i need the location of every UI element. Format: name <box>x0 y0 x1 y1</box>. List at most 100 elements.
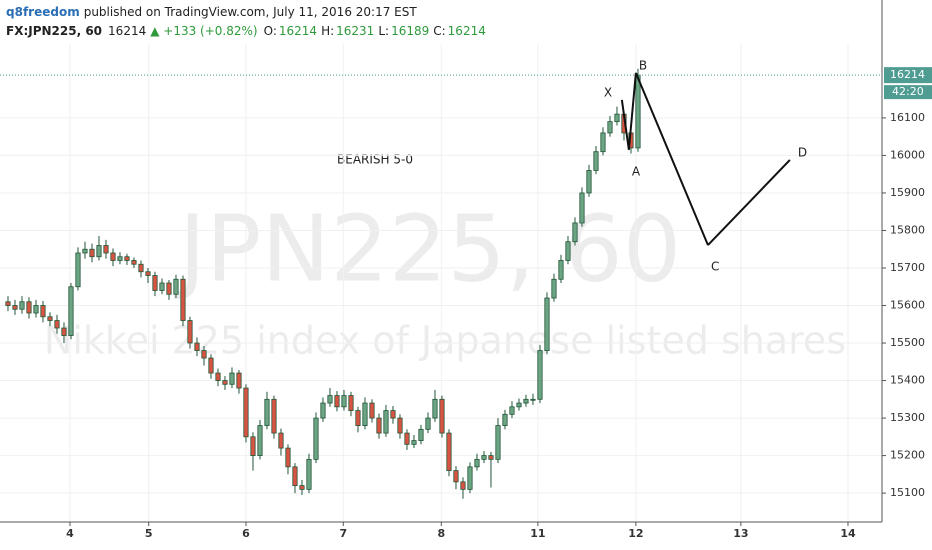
candle-body <box>180 278 186 321</box>
candle-body <box>341 395 347 408</box>
pattern-leg <box>707 159 791 246</box>
y-tick-label: 15700 <box>890 261 925 274</box>
candle-body <box>439 398 445 434</box>
candle-body <box>292 466 298 487</box>
candle-body <box>250 436 256 456</box>
candle-body <box>82 248 88 254</box>
candle-body <box>313 417 319 460</box>
last-price-label: 16214 <box>890 68 925 81</box>
published: published on TradingView.com, July 11, 2… <box>84 5 418 19</box>
candle-body <box>327 395 333 404</box>
candle-body <box>404 432 410 445</box>
pattern-label: C <box>711 260 719 274</box>
y-tick-label: 15100 <box>890 486 925 499</box>
pattern-label: D <box>798 145 807 159</box>
candle-body <box>369 402 375 419</box>
pattern-leg <box>627 72 637 150</box>
candle-body <box>355 410 361 426</box>
candle-body <box>103 245 109 254</box>
candle-body <box>418 428 424 441</box>
candle-body <box>194 342 200 351</box>
candle-body <box>173 278 179 295</box>
candle-body <box>257 425 263 456</box>
candle-body <box>502 413 508 426</box>
y-tick-label: 15200 <box>890 449 925 462</box>
candle-body <box>243 387 249 438</box>
y-tick-label: 15400 <box>890 374 925 387</box>
x-tick-label: 13 <box>733 527 748 540</box>
x-tick-label: 4 <box>66 527 74 540</box>
candle-body <box>607 121 613 134</box>
candle-body <box>614 113 620 123</box>
o-label: O: <box>264 24 277 38</box>
candle-body <box>537 350 543 400</box>
y-tick-label: 15600 <box>890 299 925 312</box>
candle-body <box>586 170 592 194</box>
candle-body <box>593 151 599 171</box>
candle-body <box>411 440 417 445</box>
candle-body <box>516 402 522 408</box>
candle-body <box>348 395 354 411</box>
candle-body <box>110 252 116 261</box>
candle-body <box>215 372 221 381</box>
candle-body <box>551 278 557 299</box>
candle-body <box>75 252 81 288</box>
x-tick-label: 12 <box>628 527 643 540</box>
candle-body <box>5 301 11 306</box>
annotation: BEARISH 5-0 <box>337 153 413 167</box>
candle-body <box>460 481 466 490</box>
candle-body <box>145 271 151 276</box>
watermark-description: Nikkei 225 index of Japanese listed shar… <box>44 319 846 363</box>
candle-body <box>152 275 158 291</box>
candle-body <box>495 425 501 460</box>
candle-body <box>383 410 389 434</box>
candle-body <box>166 282 172 295</box>
candle-body <box>89 248 95 258</box>
header-line-2: FX:JPN225, 60 16214 ▲ +133 (+0.82%) O: 16214… <box>6 24 486 38</box>
candle-body <box>306 458 312 490</box>
candle-body <box>208 357 214 374</box>
x-tick-label: 8 <box>437 527 445 540</box>
candle-body <box>222 380 228 385</box>
candle-body <box>523 398 529 404</box>
l-label: L: <box>378 24 389 38</box>
candle-body <box>12 305 18 310</box>
candle-body <box>376 417 382 434</box>
pattern-leg <box>620 99 630 150</box>
x-tick-label: 7 <box>339 527 347 540</box>
candle-body <box>54 320 60 329</box>
x-tick-label: 5 <box>145 527 153 540</box>
candle-body <box>264 398 270 426</box>
candle-body <box>425 417 431 430</box>
candle-body <box>278 432 284 449</box>
pattern-label: B <box>639 58 647 72</box>
candle-body <box>236 372 242 389</box>
candle-body <box>481 455 487 460</box>
author[interactable]: q8freedom <box>6 5 80 19</box>
candle-body <box>26 301 32 314</box>
o-value: 16214 <box>279 24 317 38</box>
candle-body <box>474 458 480 468</box>
pattern-label: A <box>632 164 641 178</box>
x-tick-label: 6 <box>242 527 250 540</box>
x-tick-label: 14 <box>840 527 856 540</box>
candle-body <box>320 402 326 419</box>
price: 16214 <box>108 24 146 38</box>
candle-body <box>488 455 494 460</box>
countdown-label: 42:20 <box>892 85 924 98</box>
candle-body <box>453 470 459 483</box>
candle-body <box>124 256 130 261</box>
candle-body <box>579 192 585 224</box>
countdown-box <box>884 85 932 100</box>
candle-body <box>40 305 46 318</box>
candle-body <box>285 447 291 468</box>
y-tick-label: 15800 <box>890 223 925 236</box>
candle-body <box>33 305 39 314</box>
candle-body <box>299 485 305 490</box>
h-value: 16231 <box>336 24 374 38</box>
candle-body <box>271 398 277 434</box>
candle-body <box>397 417 403 434</box>
candle-body <box>47 316 53 321</box>
